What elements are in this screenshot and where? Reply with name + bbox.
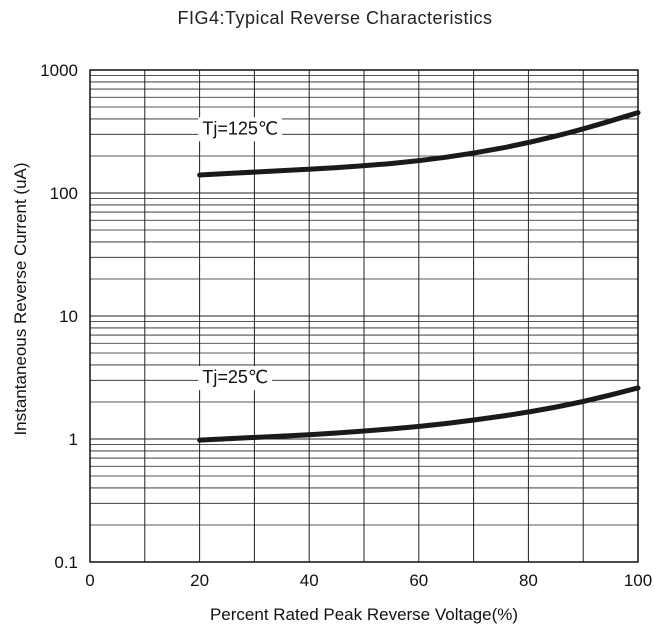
x-tick-label: 20 xyxy=(190,571,209,590)
y-tick-label: 1 xyxy=(69,430,78,449)
x-tick-label: 60 xyxy=(409,571,428,590)
y-axis-label: Instantaneous Reverse Current (uA) xyxy=(11,162,30,435)
plot-frame xyxy=(89,69,639,563)
x-tick-label: 40 xyxy=(300,571,319,590)
x-tick-label: 80 xyxy=(519,571,538,590)
series-label-bg-0 xyxy=(198,117,283,142)
x-tick-label: 100 xyxy=(624,571,652,590)
series-line-1 xyxy=(197,385,641,443)
chart-title: FIG4:Typical Reverse Characteristics xyxy=(177,8,492,28)
x-tick-label: 0 xyxy=(85,571,94,590)
annotations: Tj=125℃ Tj=25℃ xyxy=(198,117,283,391)
y-tick-label: 0.1 xyxy=(54,553,78,572)
series-label-0: Tj=125℃ xyxy=(202,118,278,138)
x-tick-labels: 0 20 40 60 80 100 xyxy=(85,571,652,590)
series-label-bg-1 xyxy=(198,366,273,391)
y-tick-labels: 0.1 1 10 100 1000 xyxy=(40,61,78,572)
series-line-0 xyxy=(197,110,641,178)
curves xyxy=(197,110,641,443)
x-axis-label: Percent Rated Peak Reverse Voltage(%) xyxy=(210,605,518,624)
y-tick-label: 10 xyxy=(59,307,78,326)
y-tick-label: 100 xyxy=(50,184,78,203)
grid xyxy=(89,70,639,563)
series-label-1: Tj=25℃ xyxy=(202,367,268,387)
y-tick-label: 1000 xyxy=(40,61,78,80)
